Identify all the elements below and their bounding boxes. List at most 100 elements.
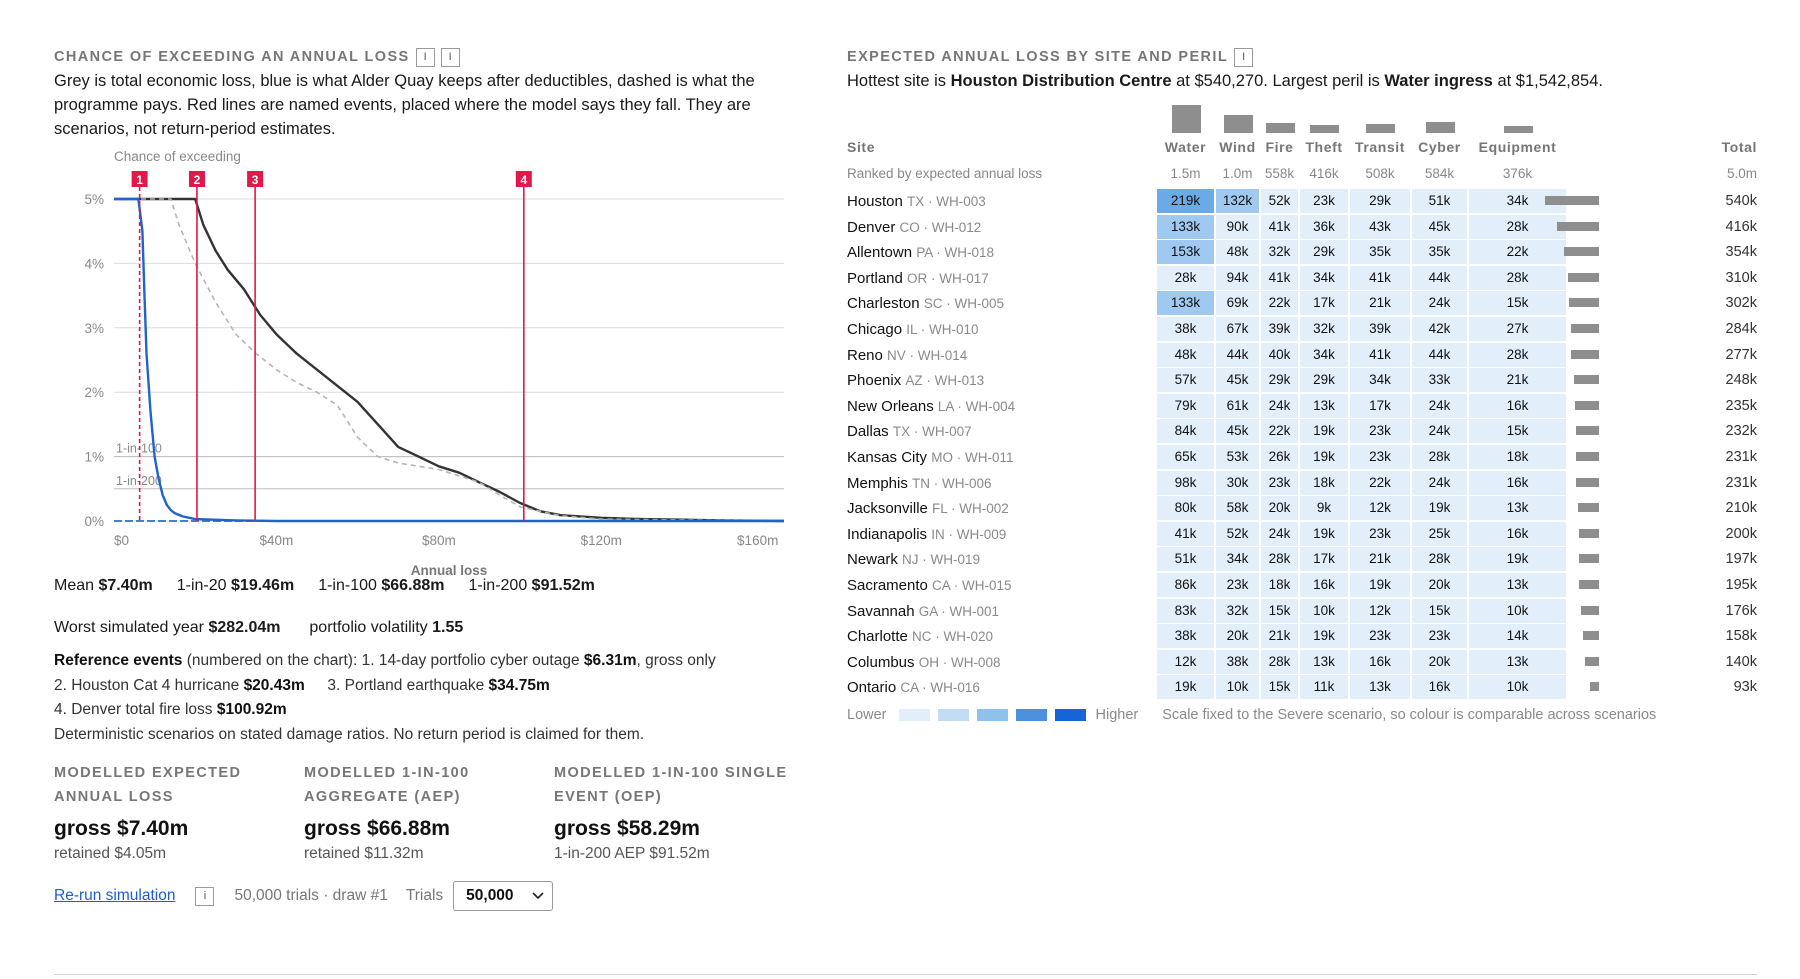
site-row[interactable]: Memphis TN · WH-006 98k 30k 23k 18k 22k 24k 16k…	[847, 470, 1757, 497]
heat-cell[interactable]: 13k	[1469, 496, 1566, 521]
heat-cell[interactable]: 61k	[1216, 393, 1259, 418]
heat-cell[interactable]: 23k	[1300, 189, 1348, 213]
heat-cell[interactable]: 13k	[1469, 572, 1566, 597]
heat-cell[interactable]: 15k	[1469, 419, 1566, 444]
heat-cell[interactable]: 17k	[1300, 291, 1348, 316]
heat-cell[interactable]: 28k	[1469, 342, 1566, 367]
heat-cell[interactable]: 48k	[1157, 342, 1214, 367]
site-row[interactable]: Denver CO · WH-012 133k 90k 41k 36k 43k 45k 28k…	[847, 214, 1757, 241]
heat-cell[interactable]: 24k	[1412, 393, 1467, 418]
heat-cell[interactable]: 12k	[1350, 496, 1410, 521]
site-row[interactable]: Chicago IL · WH-010 38k 67k 39k 32k 39k 42k 27k…	[847, 316, 1757, 343]
heat-cell[interactable]: 40k	[1261, 342, 1298, 367]
heat-cell[interactable]: 67k	[1216, 316, 1259, 341]
site-row[interactable]: Dallas TX · WH-007 84k 45k 22k 19k 23k 24k 15k 2…	[847, 419, 1757, 445]
heat-cell[interactable]: 28k	[1412, 547, 1467, 572]
heat-cell[interactable]: 13k	[1469, 649, 1566, 674]
heat-cell[interactable]: 16k	[1469, 521, 1566, 546]
heat-cell[interactable]: 24k	[1412, 291, 1467, 316]
info-icon[interactable]: i	[415, 47, 435, 67]
heat-cell[interactable]: 27k	[1469, 316, 1566, 341]
heat-cell[interactable]: 83k	[1157, 598, 1214, 623]
heat-cell[interactable]: 133k	[1157, 214, 1214, 239]
heat-cell[interactable]: 57k	[1157, 368, 1214, 393]
heat-cell[interactable]: 12k	[1350, 598, 1410, 623]
heat-cell[interactable]: 10k	[1216, 675, 1259, 700]
heat-cell[interactable]: 28k	[1412, 444, 1467, 469]
heat-cell[interactable]: 29k	[1300, 368, 1348, 393]
heat-cell[interactable]: 44k	[1216, 342, 1259, 367]
heat-cell[interactable]: 19k	[1300, 444, 1348, 469]
heat-cell[interactable]: 24k	[1412, 470, 1467, 495]
rerun-simulation-link[interactable]: Re-run simulation	[54, 887, 176, 904]
heat-cell[interactable]: 13k	[1300, 649, 1348, 674]
heat-cell[interactable]: 30k	[1216, 470, 1259, 495]
heat-cell[interactable]: 19k	[1157, 675, 1214, 700]
site-row[interactable]: Charlotte NC · WH-020 38k 20k 21k 19k 23k 23k 1…	[847, 624, 1757, 650]
heat-cell[interactable]: 34k	[1300, 342, 1348, 367]
heat-cell[interactable]: 24k	[1261, 521, 1298, 546]
heat-cell[interactable]: 18k	[1300, 470, 1348, 495]
heat-cell[interactable]: 90k	[1216, 214, 1259, 239]
heat-cell[interactable]: 39k	[1261, 316, 1298, 341]
heat-cell[interactable]: 35k	[1412, 240, 1467, 265]
heat-cell[interactable]: 13k	[1350, 675, 1410, 700]
heat-cell[interactable]: 41k	[1261, 265, 1298, 290]
heat-cell[interactable]: 24k	[1261, 393, 1298, 418]
heat-cell[interactable]: 41k	[1350, 265, 1410, 290]
info-icon[interactable]: i	[440, 47, 460, 67]
heat-cell[interactable]: 29k	[1261, 368, 1298, 393]
heat-cell[interactable]: 28k	[1157, 265, 1214, 290]
peril-header-fire[interactable]: Fire	[1265, 139, 1294, 155]
heat-cell[interactable]: 19k	[1300, 624, 1348, 649]
heat-cell[interactable]: 19k	[1350, 572, 1410, 597]
heat-cell[interactable]: 79k	[1157, 393, 1214, 418]
heat-cell[interactable]: 51k	[1412, 189, 1467, 213]
heat-cell[interactable]: 23k	[1350, 521, 1410, 546]
heat-cell[interactable]: 23k	[1350, 624, 1410, 649]
heat-cell[interactable]: 80k	[1157, 496, 1214, 521]
heat-cell[interactable]: 43k	[1350, 214, 1410, 239]
site-row[interactable]: Ontario CA · WH-016 19k 10k 15k 11k 13k 16k 10k…	[847, 675, 1757, 701]
heat-cell[interactable]: 32k	[1300, 316, 1348, 341]
heat-cell[interactable]: 18k	[1261, 572, 1298, 597]
heat-cell[interactable]: 38k	[1216, 649, 1259, 674]
heat-cell[interactable]: 34k	[1350, 368, 1410, 393]
heat-cell[interactable]: 23k	[1350, 419, 1410, 444]
heat-cell[interactable]: 98k	[1157, 470, 1214, 495]
site-row[interactable]: Phoenix AZ · WH-013 57k 45k 29k 29k 34k 33k 21k…	[847, 368, 1757, 394]
heat-cell[interactable]: 36k	[1300, 214, 1348, 239]
heat-cell[interactable]: 18k	[1469, 444, 1566, 469]
site-row[interactable]: Allentown PA · WH-018 153k 48k 32k 29k 35k 35k…	[847, 240, 1757, 266]
site-row[interactable]: Portland OR · WH-017 28k 94k 41k 34k 41k 44k 28…	[847, 265, 1757, 292]
heat-cell[interactable]: 17k	[1350, 393, 1410, 418]
heat-cell[interactable]: 21k	[1350, 547, 1410, 572]
heat-cell[interactable]: 38k	[1157, 316, 1214, 341]
heat-cell[interactable]: 133k	[1157, 291, 1214, 316]
heat-cell[interactable]: 23k	[1350, 444, 1410, 469]
heat-cell[interactable]: 22k	[1350, 470, 1410, 495]
site-row[interactable]: Reno NV · WH-014 48k 44k 40k 34k 41k 44k 28k 277…	[847, 342, 1757, 369]
heat-cell[interactable]: 14k	[1469, 624, 1566, 649]
heat-cell[interactable]: 21k	[1350, 291, 1410, 316]
site-row[interactable]: Houston TX · WH-003 219k 132k 52k 23k 29k 51k 3…	[847, 189, 1757, 215]
site-row[interactable]: Indianapolis IN · WH-009 41k 52k 24k 19k 23k 2…	[847, 521, 1757, 548]
heat-cell[interactable]: 32k	[1261, 240, 1298, 265]
heat-cell[interactable]: 41k	[1157, 521, 1214, 546]
heat-cell[interactable]: 53k	[1216, 444, 1259, 469]
info-icon[interactable]: i	[195, 886, 215, 906]
site-row[interactable]: Columbus OH · WH-008 12k 38k 28k 13k 16k 20k 13…	[847, 649, 1757, 676]
heat-cell[interactable]: 38k	[1157, 624, 1214, 649]
heat-cell[interactable]: 22k	[1261, 419, 1298, 444]
heat-cell[interactable]: 52k	[1261, 189, 1298, 213]
heat-cell[interactable]: 51k	[1157, 547, 1214, 572]
heat-cell[interactable]: 26k	[1261, 444, 1298, 469]
peril-header-wind[interactable]: Wind	[1219, 139, 1256, 155]
info-icon[interactable]: i	[1234, 47, 1254, 67]
heat-cell[interactable]: 23k	[1216, 572, 1259, 597]
heat-cell[interactable]: 12k	[1157, 649, 1214, 674]
heat-cell[interactable]: 23k	[1261, 470, 1298, 495]
heat-cell[interactable]: 16k	[1469, 393, 1566, 418]
heat-cell[interactable]: 28k	[1261, 649, 1298, 674]
heat-cell[interactable]: 45k	[1216, 419, 1259, 444]
